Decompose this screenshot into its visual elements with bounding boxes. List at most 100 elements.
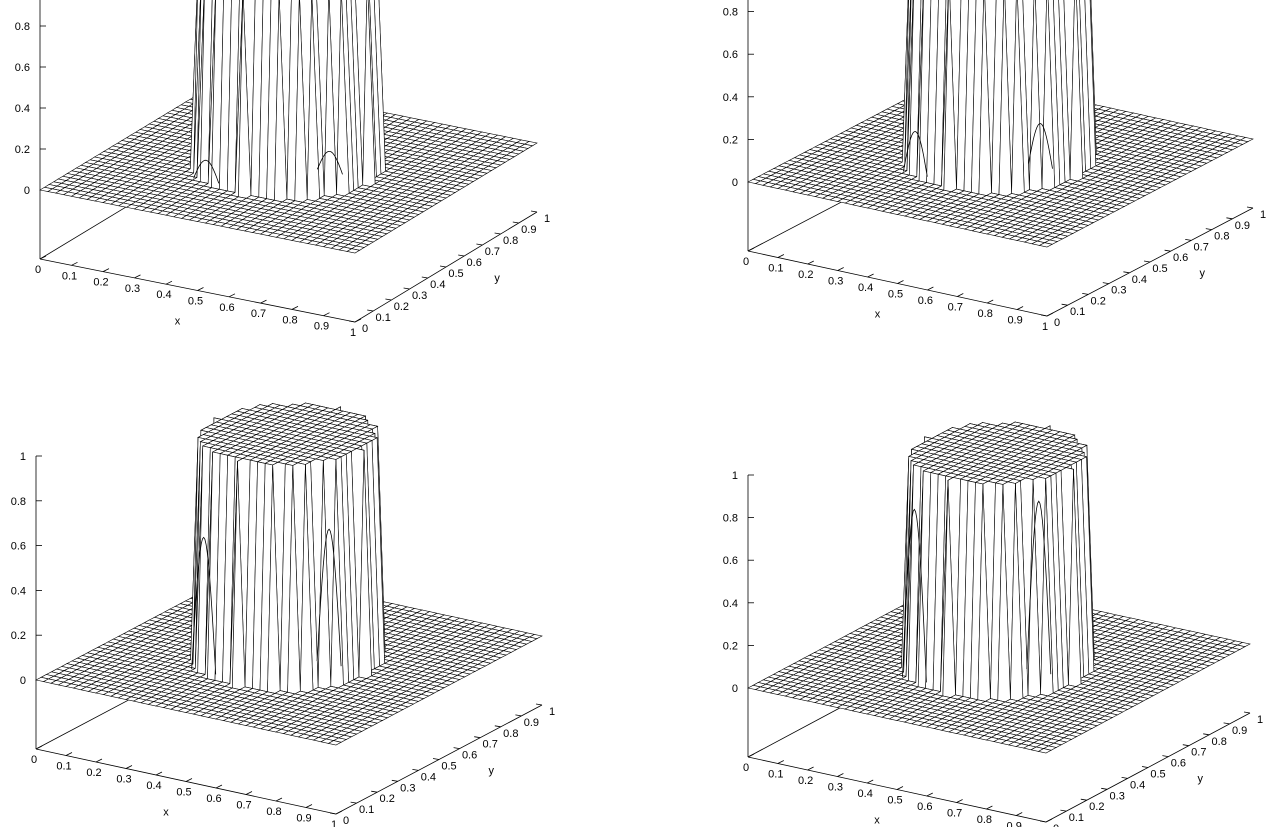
y-tick <box>432 758 440 760</box>
x-axis-label: x <box>875 309 881 321</box>
x-tick-label: 0.2 <box>798 269 813 281</box>
x-tick-label: 0.4 <box>146 780 161 792</box>
y-tick-label: 1 <box>544 213 550 225</box>
y-tick <box>367 309 374 312</box>
y-tick <box>439 265 447 268</box>
z-tick-label: 0.2 <box>723 134 738 146</box>
x-tick-label: 0.5 <box>188 296 203 308</box>
x-tick-label: 0.8 <box>266 806 281 818</box>
x-tick <box>807 260 814 265</box>
x-tick-label: 0.8 <box>282 314 297 326</box>
y-tick <box>1143 260 1151 263</box>
y-tick-label: 0.6 <box>462 750 477 762</box>
y-tick <box>474 736 481 739</box>
surface-panel-1: 00.10.20.30.40.50.60.70.80.91 00.10.20.30… <box>15 0 550 339</box>
x-tick <box>197 287 204 291</box>
z-tick-label: 0.8 <box>723 7 738 19</box>
x-tick-label: 0.4 <box>858 282 873 294</box>
x-tick-label: 0 <box>35 264 41 276</box>
x-tick <box>165 280 173 285</box>
y-tick <box>350 801 357 804</box>
y-tick-label: 0.5 <box>441 761 456 773</box>
x-tick <box>335 810 343 815</box>
x-tick <box>65 752 73 756</box>
overshoot-curve <box>316 150 343 175</box>
surface-mesh <box>747 0 1254 248</box>
x-tick-label: 0.6 <box>206 793 221 805</box>
y-tick-label: 0.9 <box>1235 220 1250 232</box>
x-tick <box>354 318 362 323</box>
x-axis-label: x <box>175 316 181 328</box>
y-tick <box>403 287 410 290</box>
z-tick-label: 0 <box>20 675 26 687</box>
y-tick <box>530 210 538 213</box>
x-tick <box>39 255 47 260</box>
x-tick-label: 0.7 <box>948 302 963 314</box>
x-tick-label: 0.1 <box>768 263 783 275</box>
y-tick-label: 0.3 <box>412 290 427 302</box>
x-tick-label: 0 <box>31 754 37 766</box>
x-tick <box>260 299 267 304</box>
y-tick <box>1040 314 1048 317</box>
surface-panel-3: 00.10.20.30.40.50.60.70.80.91 00.10.20.30… <box>11 402 555 827</box>
x-tick-label: 0.3 <box>125 283 140 295</box>
z-tick-label: 0.6 <box>15 62 30 74</box>
surface-panel-2: 00.10.20.30.40.50.60.70.80.91 00.10.20.30… <box>723 0 1266 333</box>
y-axis-label: y <box>1200 268 1206 280</box>
y-axis-label: y <box>489 765 495 777</box>
x-tick-label: 1 <box>350 327 356 339</box>
x-tick <box>71 261 78 266</box>
y-tick-label: 0.8 <box>1214 231 1229 243</box>
z-tick-label: 0.4 <box>723 92 738 104</box>
surface-facet <box>346 248 361 254</box>
y-tick-label: 0 <box>362 323 368 335</box>
z-tick-label: 0.4 <box>15 103 30 115</box>
x-tick-label: 0.6 <box>219 302 234 314</box>
y-tick-label: 0.3 <box>1111 285 1126 297</box>
x-tick <box>125 765 133 769</box>
x-tick <box>867 273 874 278</box>
y-tick-label: 0.7 <box>1194 241 1209 253</box>
y-tick-label: 0.4 <box>421 771 436 783</box>
y-tick <box>1061 303 1068 306</box>
x-tick-label: 0.4 <box>156 289 171 301</box>
y-tick <box>385 298 392 301</box>
x-axis-label: x <box>163 807 169 819</box>
x-tick <box>275 797 283 802</box>
x-tick <box>228 293 236 298</box>
y-tick-label: 0.9 <box>524 717 539 729</box>
y-tick <box>453 747 460 749</box>
z-tick-label: 0 <box>24 185 30 197</box>
x-tick <box>245 791 253 795</box>
x-tick-label: 0.7 <box>251 308 266 320</box>
x-tick <box>102 268 110 272</box>
x-tick-label: 0.2 <box>86 767 101 779</box>
y-tick-label: 0.1 <box>1070 306 1085 318</box>
x-tick <box>134 274 141 279</box>
x-tick-label: 0.7 <box>236 800 251 812</box>
z-tick-label: 0.2 <box>15 144 30 156</box>
y-tick <box>476 243 483 246</box>
x-tick <box>1046 312 1054 317</box>
y-tick <box>1246 206 1254 209</box>
y-tick <box>515 714 522 717</box>
z-tick-label: 0.6 <box>11 541 26 553</box>
z-tick-label: 0.8 <box>15 21 30 33</box>
x-tick-label: 1 <box>331 819 337 827</box>
z-tick-label: 0.8 <box>11 496 26 508</box>
y-tick-label: 0.1 <box>359 804 374 816</box>
y-tick <box>535 703 543 706</box>
z-tick-label: 0.6 <box>723 49 738 61</box>
x-tick-label: 0.5 <box>176 787 191 799</box>
y-tick-label: 1 <box>549 706 555 718</box>
x-tick <box>185 778 193 782</box>
y-tick-label: 0.8 <box>503 235 518 247</box>
x-tick-label: 0.8 <box>978 308 993 320</box>
overshoot-curve <box>193 159 220 184</box>
y-tick-label: 0.1 <box>376 312 391 324</box>
y-tick-label: 0.8 <box>503 728 518 740</box>
y-tick-label: 0.6 <box>467 257 482 269</box>
x-tick <box>35 745 43 750</box>
y-tick-label: 0.4 <box>1132 274 1147 286</box>
